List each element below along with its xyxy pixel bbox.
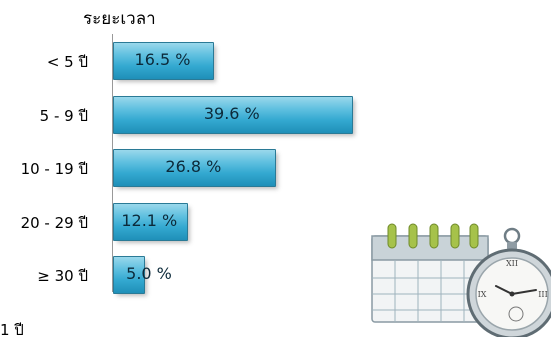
bar bbox=[113, 95, 353, 134]
bar bbox=[113, 42, 214, 80]
category-label: ≥ 30 ปี bbox=[37, 267, 88, 285]
calendar-icon bbox=[371, 223, 489, 323]
svg-text:IX: IX bbox=[478, 290, 487, 299]
category-label: 5 - 9 ปี bbox=[39, 106, 88, 125]
category-label: 20 - 29 ปี bbox=[20, 213, 88, 232]
svg-text:III: III bbox=[538, 290, 547, 299]
value-label: 26.8 % bbox=[165, 157, 222, 176]
value-label: 5.0 % bbox=[126, 264, 172, 283]
bar bbox=[113, 256, 145, 294]
pocket-watch-icon: XII III IX bbox=[466, 227, 551, 337]
category-label: 10 - 19 ปี bbox=[20, 160, 88, 178]
svg-text:XII: XII bbox=[506, 259, 518, 268]
bar bbox=[113, 149, 276, 187]
bar bbox=[113, 202, 188, 241]
footer-text: 1 ปี bbox=[0, 321, 24, 339]
value-label: 39.6 % bbox=[203, 103, 260, 123]
y-axis-line bbox=[112, 34, 113, 292]
calendar-clock-illustration: XII III IX bbox=[371, 223, 551, 337]
value-label: 12.1 % bbox=[121, 210, 178, 230]
chart-title: ระยะเวลา bbox=[83, 9, 156, 29]
value-label: 16.5 % bbox=[134, 50, 191, 69]
category-label: < 5 ปี bbox=[46, 53, 88, 71]
